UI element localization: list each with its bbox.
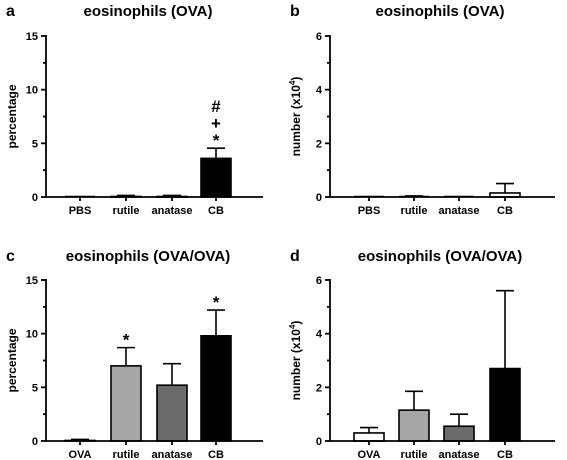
bar-anatase: [156, 384, 188, 442]
panel-d: d eosinophils (OVA/OVA)number (x104)OVA ru…: [288, 248, 555, 460]
y-tick-label: 10: [26, 329, 38, 341]
chart-title: eosinophils (OVA/OVA): [358, 248, 522, 265]
x-tick-label: PBS: [358, 205, 381, 217]
x-tick-label: CB: [208, 205, 224, 217]
y-axis-label-end: ): [289, 321, 303, 325]
y-tick-label: 4: [316, 329, 323, 341]
y-tick-label: 6: [316, 31, 322, 43]
significance-mark: #: [211, 97, 221, 116]
significance-mark: *: [213, 293, 220, 312]
bar-OVA: [353, 432, 385, 442]
y-axis-label-text: percentage: [5, 84, 19, 148]
chart-title: eosinophils (OVA): [84, 3, 213, 20]
significance-mark: +: [211, 114, 221, 133]
bar-CB: [489, 367, 521, 442]
y-axis-label-text: number (x10: [289, 85, 303, 157]
x-tick-label: rutile: [113, 449, 140, 460]
y-tick-label: 5: [32, 382, 38, 394]
y-axis-label: number (x104): [288, 77, 303, 157]
y-tick-label: 0: [316, 436, 322, 448]
x-tick-label: anatase: [152, 449, 193, 460]
x-tick-label: anatase: [152, 205, 193, 217]
panel-letter: b: [290, 3, 300, 20]
x-tick-label: rutile: [113, 205, 140, 217]
y-tick-label: 15: [26, 31, 38, 43]
panel-c: c eosinophils (OVA/OVA) percentage OVA rutil…: [5, 248, 263, 460]
panel-letter: a: [6, 3, 15, 20]
panel-b: b eosinophils (OVA)number (x104)PBS rutile…: [288, 3, 555, 217]
panel-a: a eosinophils (OVA) percentage PBS rutile ana…: [5, 3, 263, 217]
bar-rutile: [398, 409, 430, 442]
significance-mark: *: [123, 331, 130, 350]
y-tick-label: 4: [316, 85, 323, 97]
bar-anatase: [443, 425, 475, 442]
x-tick-label: anatase: [439, 205, 480, 217]
y-tick-label: 0: [316, 192, 322, 204]
y-tick-label: 10: [26, 85, 38, 97]
y-tick-label: 5: [32, 138, 38, 150]
bar-CB: [200, 335, 232, 442]
y-tick-label: 0: [32, 436, 38, 448]
x-tick-label: rutile: [401, 205, 428, 217]
y-axis-label-text: percentage: [5, 328, 19, 392]
x-tick-label: PBS: [69, 205, 92, 217]
y-axis-label-text: number (x10: [289, 329, 303, 401]
y-axis-label: number (x104): [288, 321, 303, 401]
x-tick-label: OVA: [68, 449, 91, 460]
y-axis-label-superscript: 4: [288, 80, 297, 85]
y-axis-label: percentage: [5, 328, 19, 392]
panel-letter: d: [290, 248, 300, 265]
x-tick-label: anatase: [439, 449, 480, 460]
significance-mark: *: [213, 131, 220, 150]
x-tick-label: CB: [497, 449, 513, 460]
panel-letter: c: [6, 248, 15, 265]
y-tick-label: 2: [316, 382, 322, 394]
y-tick-label: 2: [316, 138, 322, 150]
y-axis-label-superscript: 4: [288, 324, 297, 329]
y-axis-label: percentage: [5, 84, 19, 148]
x-tick-label: rutile: [401, 449, 428, 460]
bar-rutile: [110, 365, 142, 442]
x-tick-label: CB: [497, 205, 513, 217]
chart-title: eosinophils (OVA/OVA): [66, 248, 230, 265]
y-tick-label: 15: [26, 275, 38, 287]
x-tick-label: OVA: [357, 449, 380, 460]
bar-CB: [200, 157, 232, 198]
chart-title: eosinophils (OVA): [376, 3, 505, 20]
y-tick-label: 0: [32, 192, 38, 204]
y-axis-label-end: ): [289, 77, 303, 81]
y-tick-label: 6: [316, 275, 322, 287]
x-tick-label: CB: [208, 449, 224, 460]
